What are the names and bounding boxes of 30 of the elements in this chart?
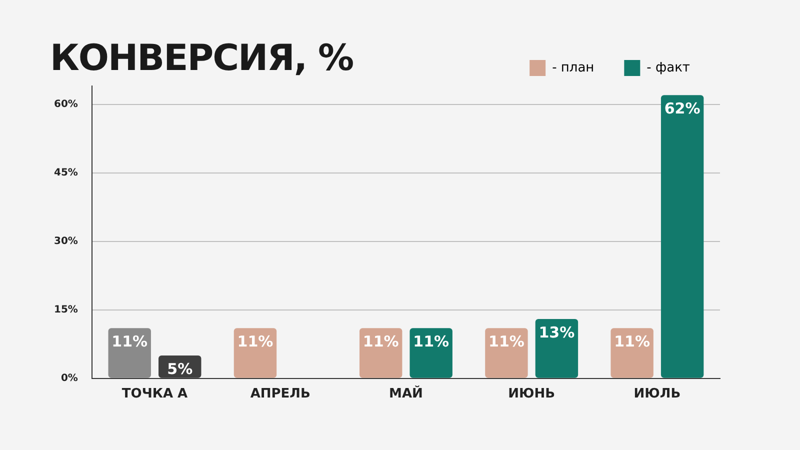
- data-label: 11%: [488, 332, 524, 351]
- y-tick-label: 30%: [54, 236, 78, 247]
- data-label: 11%: [614, 332, 650, 351]
- data-label: 11%: [237, 332, 274, 351]
- y-tick-label: 45%: [54, 167, 78, 178]
- chart-title: КОНВЕРСИЯ, %: [50, 38, 354, 79]
- data-label: 11%: [413, 332, 450, 351]
- x-tick-label: ИЮЛЬ: [634, 386, 681, 402]
- data-label: 11%: [362, 332, 399, 351]
- y-tick-label: 60%: [54, 98, 78, 110]
- legend-label: - факт: [646, 60, 690, 76]
- bar: [660, 95, 704, 378]
- data-label: 11%: [112, 332, 148, 351]
- bar: [485, 328, 528, 378]
- legend-label: - план: [552, 60, 594, 76]
- x-tick-label: ТОЧКА А: [122, 386, 188, 402]
- x-tick-label: ИЮНЬ: [508, 386, 556, 402]
- data-label: 5%: [167, 360, 193, 378]
- bar: [610, 328, 654, 378]
- y-tick-label: 15%: [54, 304, 78, 316]
- bar: [535, 319, 578, 378]
- x-tick-label: МАЙ: [389, 384, 423, 402]
- x-tick-label: АПРЕЛЬ: [250, 386, 310, 402]
- bar: [108, 328, 151, 378]
- y-tick-label: 0%: [60, 372, 78, 384]
- bar: [234, 328, 277, 378]
- data-label: 13%: [538, 323, 575, 342]
- bar: [410, 328, 452, 378]
- data-label: 62%: [664, 100, 700, 118]
- bar: [359, 328, 402, 378]
